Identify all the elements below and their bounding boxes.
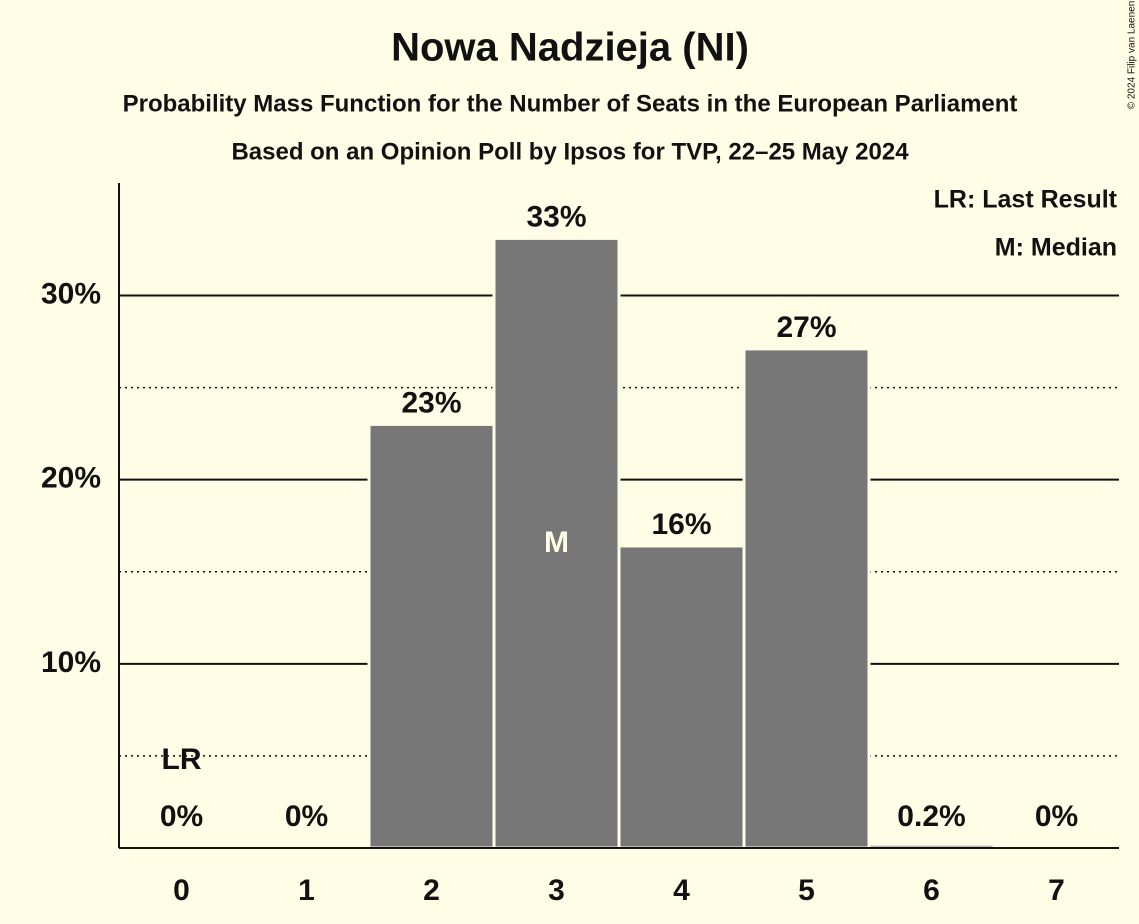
legend-entry: M: Median xyxy=(995,234,1117,262)
data-label: 0% xyxy=(160,800,203,833)
x-tick-label: 4 xyxy=(673,874,690,907)
data-label: 0.2% xyxy=(897,800,965,833)
y-tick-label: 10% xyxy=(41,646,101,679)
median-marker: M xyxy=(544,526,569,559)
chart-title: Nowa Nadzieja (NI) xyxy=(391,26,749,70)
data-label: 27% xyxy=(776,311,836,344)
data-label: 16% xyxy=(651,508,711,541)
data-label: 33% xyxy=(526,200,586,233)
x-tick-label: 7 xyxy=(1048,874,1065,907)
last-result-marker: LR xyxy=(162,743,202,776)
chart-subtitle: Probability Mass Function for the Number… xyxy=(123,90,1018,117)
x-tick-label: 5 xyxy=(798,874,815,907)
bar xyxy=(617,544,746,850)
y-tick-label: 20% xyxy=(41,462,101,495)
bar xyxy=(742,347,871,850)
x-tick-label: 2 xyxy=(423,874,440,907)
bar xyxy=(367,422,496,850)
data-label: 0% xyxy=(285,800,328,833)
x-tick-label: 3 xyxy=(548,874,565,907)
chart-subtitle: Based on an Opinion Poll by Ipsos for TV… xyxy=(231,138,909,165)
legend-entry: LR: Last Result xyxy=(934,186,1118,214)
x-tick-label: 1 xyxy=(298,874,315,907)
copyright: © 2024 Filip van Laenen xyxy=(1127,1,1138,110)
y-tick-label: 30% xyxy=(41,277,101,310)
x-tick-label: 0 xyxy=(173,874,190,907)
x-tick-label: 6 xyxy=(923,874,940,907)
data-label: 0% xyxy=(1035,800,1078,833)
data-label: 23% xyxy=(401,386,461,419)
